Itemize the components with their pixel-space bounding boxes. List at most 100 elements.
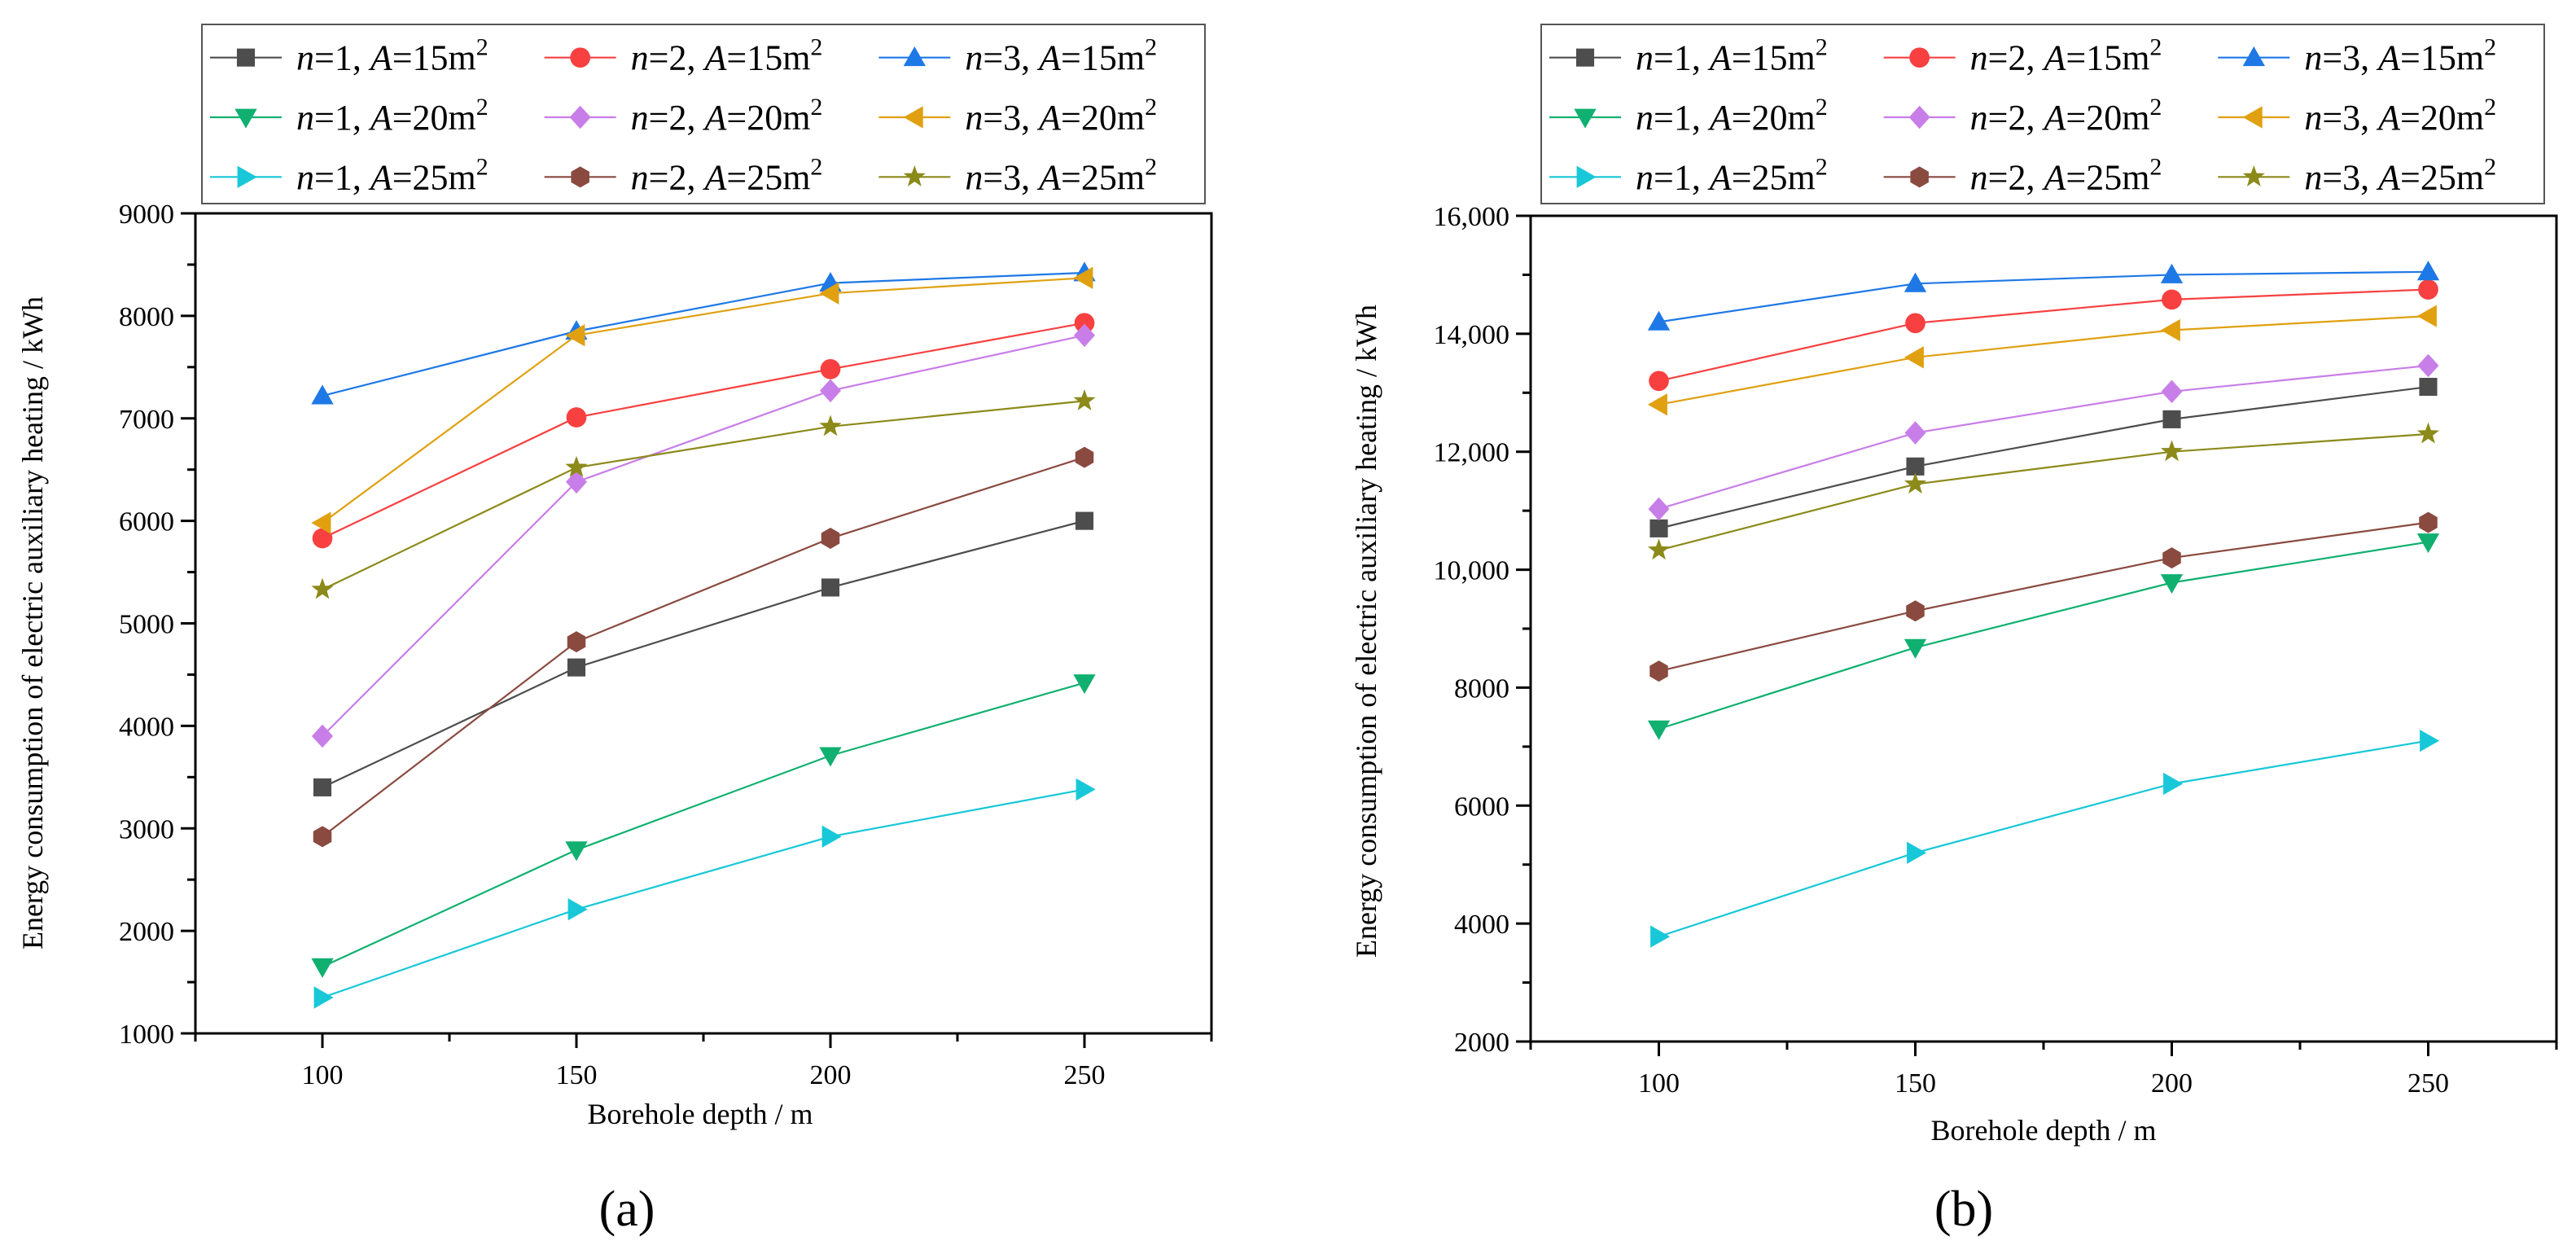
data-point <box>313 986 334 1009</box>
series-line <box>322 788 1085 998</box>
data-point <box>821 825 842 848</box>
legend-entry: n=3, A=25m2 <box>965 153 1157 197</box>
legend-box-b <box>1540 24 2545 204</box>
legend-entry: n=3, A=15m2 <box>2304 34 2496 78</box>
data-point <box>565 455 588 477</box>
legend-text-part: 2 <box>1816 153 1828 180</box>
legend-text-part: 2 <box>476 153 488 180</box>
data-point <box>1905 313 1925 334</box>
legend-marker <box>1574 108 1597 129</box>
legend-text-part: A <box>702 98 727 138</box>
x-tick-label: 150 <box>556 1060 598 1090</box>
legend-text-part: A <box>1036 157 1062 197</box>
legend-text-part: A <box>368 38 393 78</box>
x-tick-label: 100 <box>1638 1068 1680 1099</box>
legend-text-part: 2 <box>2484 34 2496 61</box>
data-point <box>2416 305 2437 327</box>
legend-text-part: =3, <box>983 98 1039 138</box>
legend-text-part: n <box>1970 157 1988 197</box>
series-group-a <box>311 261 1096 1009</box>
y-tick-label: 10,000 <box>1434 556 1510 586</box>
legend-text-part: =2, <box>649 38 705 78</box>
legend-entry: n=3, A=15m2 <box>965 34 1157 78</box>
legend-text-part: =3, <box>983 38 1039 78</box>
legend-entry: n=2, A=20m2 <box>1970 94 2162 138</box>
data-point <box>1649 371 1669 392</box>
y-tick-label: 7000 <box>119 405 174 435</box>
legend-text-part: n <box>2304 38 2322 78</box>
data-point <box>2162 547 2181 569</box>
data-point <box>1907 841 1927 864</box>
legend-text-part: =25m <box>2066 157 2149 197</box>
data-point <box>1647 720 1671 740</box>
legend-marker <box>570 47 591 68</box>
series-line <box>322 271 1085 397</box>
legend-text-part: =15m <box>392 38 476 78</box>
data-point <box>820 358 841 379</box>
data-point <box>1075 446 1094 468</box>
legend-text-part: A <box>1036 38 1062 78</box>
series-line <box>1658 364 2429 511</box>
legend-text-part: =1, <box>314 38 370 78</box>
legend-text-part: =25m <box>726 157 810 197</box>
legend-marker <box>1910 166 1929 188</box>
legend-text-part: n <box>1636 38 1654 78</box>
data-point <box>2419 511 2438 533</box>
legend-text-part: 2 <box>2484 94 2496 121</box>
legend-marker <box>571 166 589 188</box>
legend-text-part: n <box>965 38 983 78</box>
legend-text-part: n <box>1636 98 1654 138</box>
legend-marker <box>1908 105 1930 129</box>
legend-text-part: 2 <box>2149 94 2162 121</box>
data-point <box>2418 279 2438 300</box>
series-line <box>1658 521 2429 673</box>
y-tick-label: 6000 <box>119 507 174 537</box>
data-point <box>1074 323 1095 348</box>
legend-text-part: =1, <box>1654 98 1710 138</box>
x-ticks-b: 100 150 200 250 <box>1529 1042 2558 1099</box>
legend-text-part: =15m <box>1061 38 1145 78</box>
legend-entry: n=1, A=15m2 <box>1636 34 1828 78</box>
data-point <box>821 528 840 550</box>
legend-text-part: =20m <box>1061 98 1145 138</box>
legend-text-part: =3, <box>2322 98 2378 138</box>
data-point <box>2416 261 2440 281</box>
legend-text-part: A <box>1707 157 1733 197</box>
legend-text-part: A <box>368 98 393 138</box>
legend-entry: n=3, A=25m2 <box>2304 153 2496 197</box>
legend-text-part: 2 <box>476 34 488 61</box>
legend-text-part: =3, <box>2322 157 2378 197</box>
legend-entry: n=3, A=20m2 <box>965 94 1157 138</box>
legend-text-part: =25m <box>2400 157 2484 197</box>
series-line <box>322 322 1085 540</box>
legend-marker <box>569 105 591 129</box>
data-point <box>2162 289 2182 310</box>
legend-text-part: n <box>965 157 983 197</box>
legend-text-part: n <box>1636 157 1654 197</box>
legend-text-part: 2 <box>1816 94 1828 121</box>
y-tick-label: 3000 <box>119 814 174 844</box>
legend-text-part: =1, <box>1654 38 1710 78</box>
y-tick-label: 14,000 <box>1434 320 1510 350</box>
legend-text-part: A <box>2376 98 2401 138</box>
legend-entry: n=1, A=25m2 <box>296 153 488 197</box>
legend-text-part: A <box>368 157 393 197</box>
data-point <box>2161 379 2183 404</box>
data-point <box>2419 377 2438 397</box>
data-point <box>313 778 332 796</box>
data-point <box>1650 925 1671 948</box>
data-point <box>567 631 586 653</box>
data-point <box>312 528 333 549</box>
data-point <box>1075 511 1094 530</box>
y-tick-label: 1000 <box>119 1020 174 1050</box>
legend-text-part: =2, <box>1988 38 2044 78</box>
legend-text-part: 2 <box>1816 34 1828 61</box>
legend-text-part: A <box>2041 98 2066 138</box>
legend-text-part: A <box>2041 157 2066 197</box>
series-line <box>1658 385 2429 529</box>
data-point <box>1904 346 1924 369</box>
